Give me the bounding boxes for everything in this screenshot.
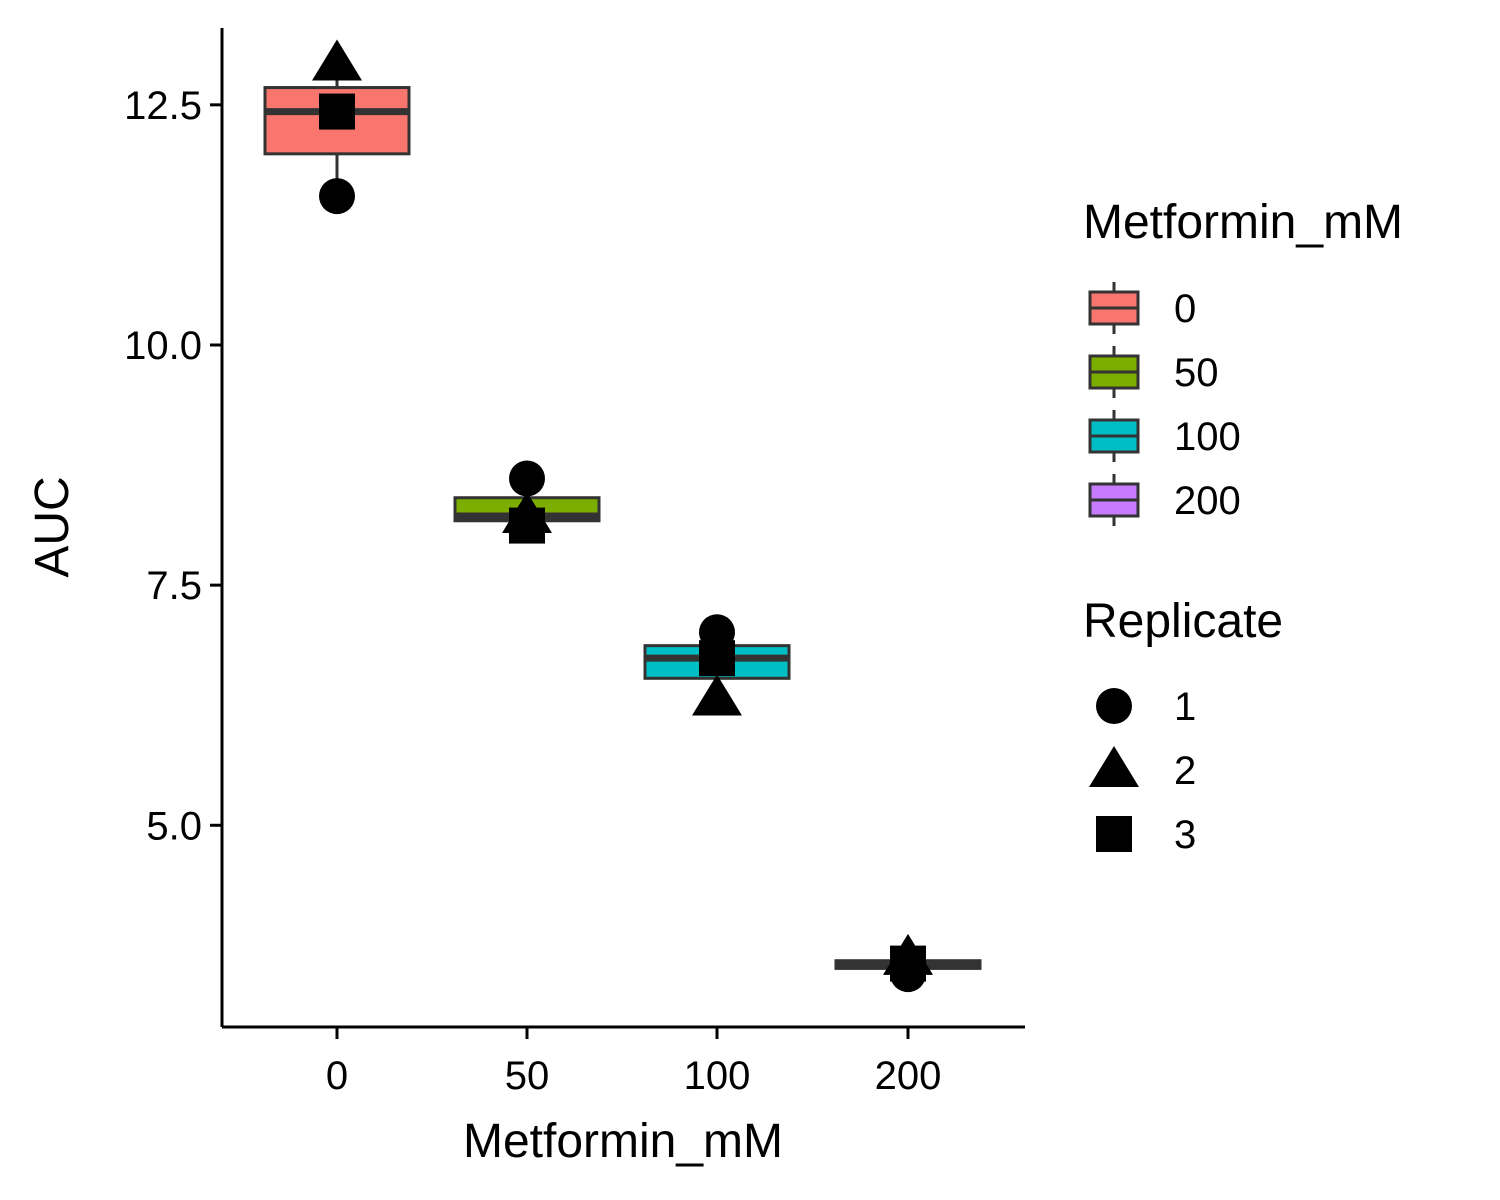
legend-fill-label: 50	[1174, 351, 1219, 395]
legend-shape-label: 1	[1174, 685, 1196, 729]
data-point	[312, 39, 362, 81]
legend-shape-item-2: 2	[1089, 746, 1196, 793]
legend-shape-item-3: 3	[1096, 813, 1196, 857]
legend-key-triangle	[1089, 746, 1139, 787]
y-tick-label: 10.0	[124, 324, 202, 368]
data-point	[509, 460, 545, 497]
y-ticks: 5.0 7.5 10.0 12.5	[124, 84, 222, 848]
data-point	[890, 945, 926, 982]
plot-area	[263, 39, 982, 993]
x-tick-label: 200	[875, 1054, 942, 1098]
legend-fill-title: Metformin_mM	[1083, 196, 1403, 249]
y-axis-title: AUC	[26, 476, 79, 577]
axes: 5.0 7.5 10.0 12.5 0 50 100 200	[124, 28, 1025, 1098]
legend-fill-item-100: 100	[1088, 410, 1241, 462]
legend-fill-item-200: 200	[1088, 474, 1241, 526]
legend-fill-item-0: 0	[1088, 282, 1196, 334]
legend-fill-label: 100	[1174, 415, 1241, 459]
y-tick-label: 12.5	[124, 84, 202, 128]
legend: Metformin_mM 0 50 100 200 Replicate 1 2 3	[1083, 196, 1403, 857]
y-tick-label: 7.5	[146, 564, 202, 608]
legend-shape-label: 3	[1174, 813, 1196, 857]
y-tick-label: 5.0	[146, 804, 202, 848]
box-0	[263, 63, 411, 197]
legend-shape-item-1: 1	[1096, 685, 1196, 729]
legend-fill-items: 0 50 100 200	[1088, 282, 1241, 526]
x-axis-title: Metformin_mM	[463, 1115, 783, 1168]
data-point	[692, 674, 742, 716]
legend-key-circle	[1096, 688, 1132, 724]
legend-shape-items: 1 2 3	[1089, 685, 1196, 857]
data-point	[699, 640, 735, 677]
legend-fill-label: 0	[1174, 287, 1196, 331]
legend-fill-item-50: 50	[1088, 346, 1219, 398]
legend-fill-label: 200	[1174, 479, 1241, 523]
x-tick-label: 50	[505, 1054, 550, 1098]
data-points	[312, 39, 933, 993]
x-ticks: 0 50 100 200	[326, 1027, 942, 1098]
data-point	[509, 507, 545, 544]
data-point	[319, 178, 355, 215]
data-point	[319, 93, 355, 130]
legend-shape-label: 2	[1174, 749, 1196, 793]
x-tick-label: 100	[684, 1054, 751, 1098]
legend-key-square	[1096, 816, 1132, 852]
x-tick-label: 0	[326, 1054, 348, 1098]
legend-shape-title: Replicate	[1083, 595, 1283, 648]
